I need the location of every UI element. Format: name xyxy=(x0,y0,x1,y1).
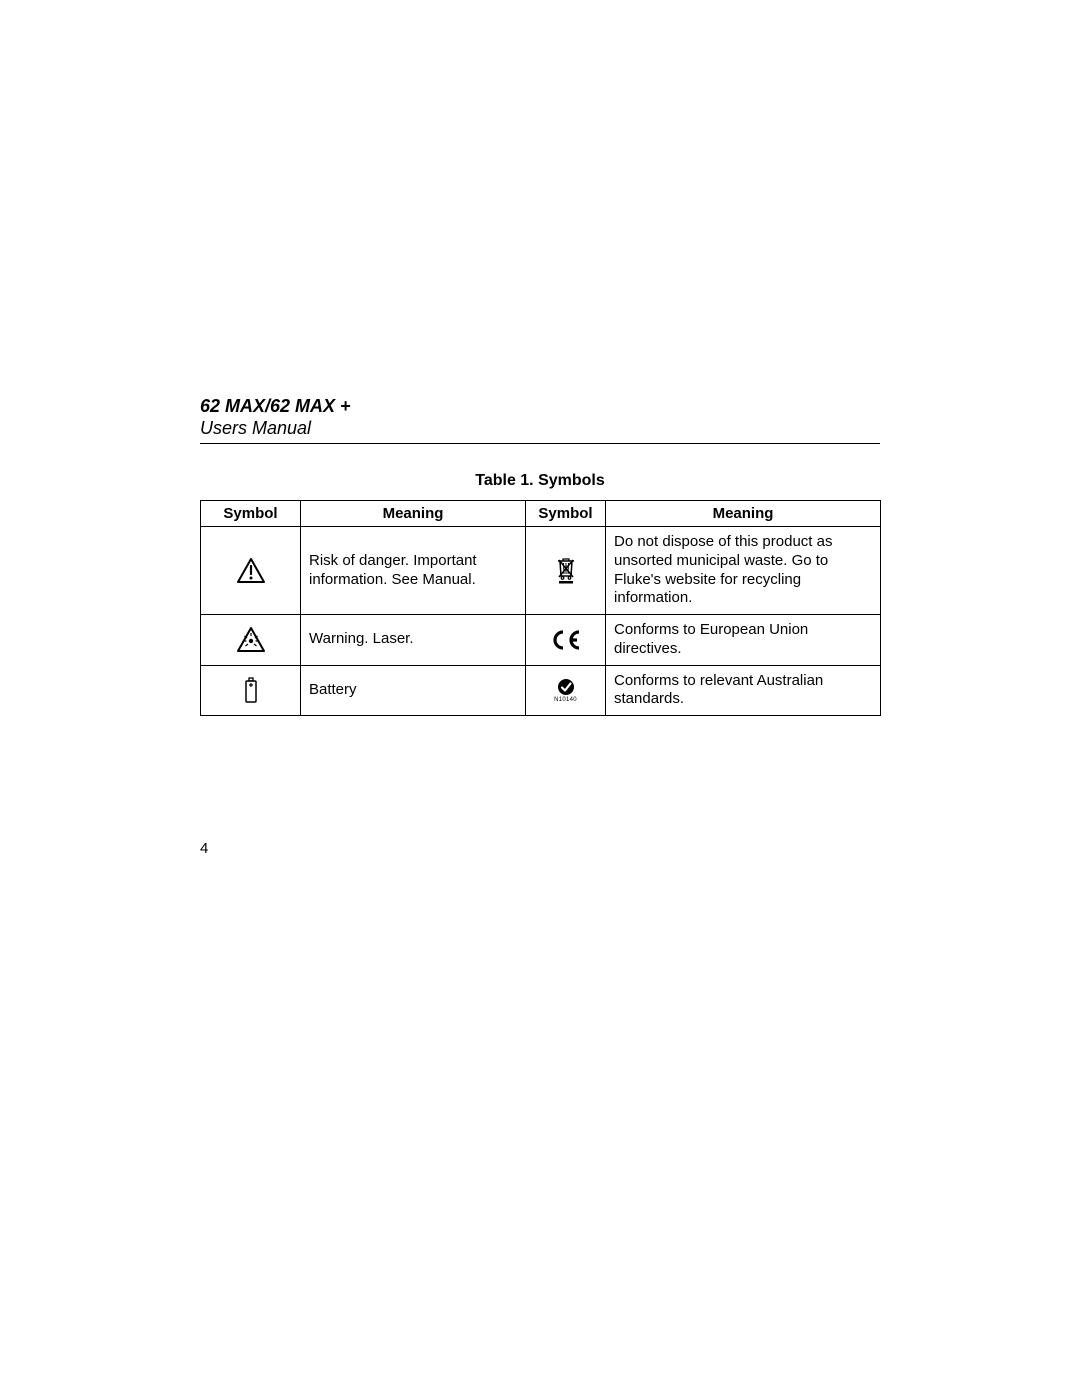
manual-page: 62 MAX/62 MAX + Users Manual Table 1. Sy… xyxy=(200,396,880,716)
symbols-table: Symbol Meaning Symbol Meaning Risk of da… xyxy=(200,500,881,716)
ce-mark-icon xyxy=(549,629,583,651)
col-header-meaning-2: Meaning xyxy=(606,501,881,527)
weee-bin-icon xyxy=(556,558,576,584)
table-row: Risk of danger. Important information. S… xyxy=(201,527,881,615)
symbol-cell xyxy=(201,665,301,716)
meaning-cell: Battery xyxy=(301,665,526,716)
table-caption: Table 1. Symbols xyxy=(200,472,880,490)
rcm-ctick-icon xyxy=(557,678,575,696)
page-subtitle: Users Manual xyxy=(200,418,880,439)
symbol-cell xyxy=(526,527,606,615)
symbol-cell xyxy=(201,527,301,615)
meaning-cell: Risk of danger. Important information. S… xyxy=(301,527,526,615)
meaning-cell: Warning. Laser. xyxy=(301,615,526,666)
laser-warning-triangle-icon xyxy=(236,626,266,653)
table-row: Battery N10140 Conforms to relevant Aust… xyxy=(201,665,881,716)
symbol-cell xyxy=(201,615,301,666)
page-title: 62 MAX/62 MAX + xyxy=(200,396,880,417)
meaning-cell: Conforms to relevant Australian standard… xyxy=(606,665,881,716)
battery-icon xyxy=(243,676,259,704)
warning-triangle-icon xyxy=(236,557,266,584)
header-rule xyxy=(200,443,880,444)
col-header-symbol-1: Symbol xyxy=(201,501,301,527)
symbol-cell xyxy=(526,615,606,666)
meaning-cell: Do not dispose of this product as unsort… xyxy=(606,527,881,615)
table-row: Warning. Laser. Conforms to European Uni… xyxy=(201,615,881,666)
page-number: 4 xyxy=(200,840,208,857)
symbol-cell: N10140 xyxy=(526,665,606,716)
table-header-row: Symbol Meaning Symbol Meaning xyxy=(201,501,881,527)
col-header-meaning-1: Meaning xyxy=(301,501,526,527)
col-header-symbol-2: Symbol xyxy=(526,501,606,527)
meaning-cell: Conforms to European Union directives. xyxy=(606,615,881,666)
rcm-code-label: N10140 xyxy=(530,697,601,703)
